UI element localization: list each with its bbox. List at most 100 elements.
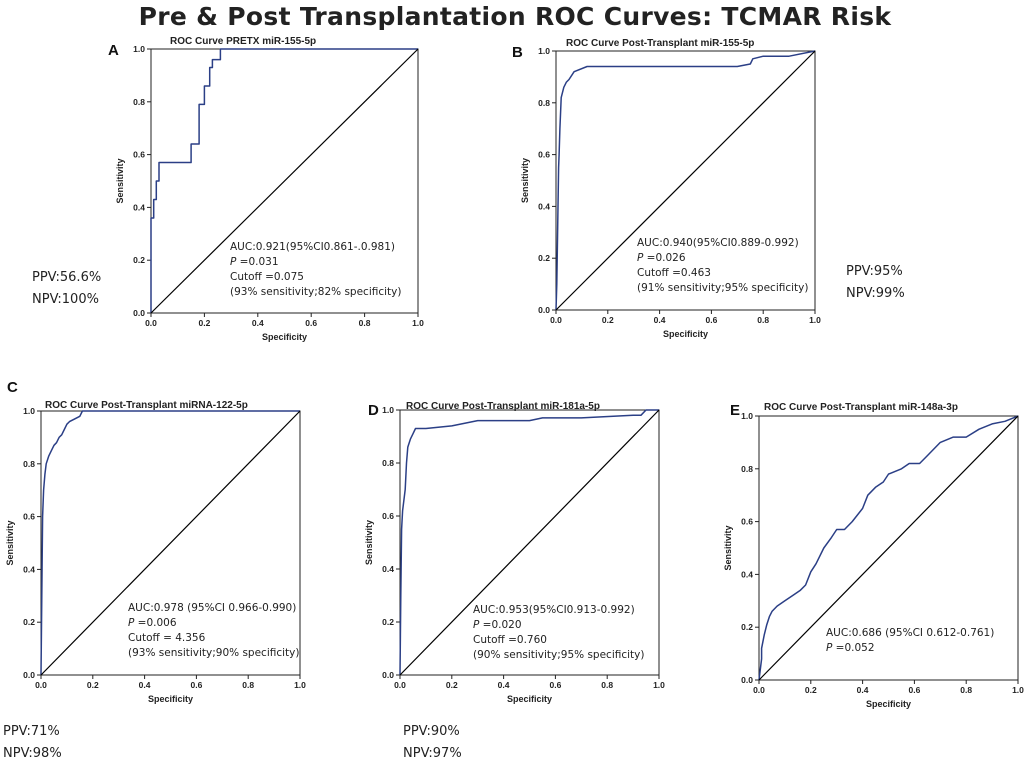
panel-b-y-tick-label: 0.6 [538,150,550,160]
panel-a-ppv: PPV:56.6% [32,270,101,285]
panel-d-ppv: PPV:90% [403,724,460,739]
panel-d-x-tick-label: 0.8 [601,680,613,690]
panel-d-roc-curve [399,409,659,676]
panel-d-y-tick-label: 0.8 [382,458,394,468]
panel-a-y-tick-label: 1.0 [133,44,145,54]
panel-a-roc-curve [150,48,418,313]
panel-c-x-tick-label: 0.4 [139,680,151,690]
panel-c-y-tick-label: 0.0 [23,670,35,680]
panel-d-y-tick-label: 0.6 [382,511,394,521]
panel-b-title: ROC Curve Post-Transplant miR-155-5p [566,38,754,49]
panel-a-annotation-line: Cutoff =0.075 [230,271,304,283]
panel-c-x-tick-label: 0.8 [242,680,254,690]
panel-e-x-tick-label: 0.8 [960,685,972,695]
panel-d-x-tick-label: 1.0 [653,680,665,690]
panel-d-x-tick-label: 0.4 [498,680,510,690]
panel-a-reference-line [150,48,419,314]
panel-e-letter: E [730,402,740,419]
panel-b-roc-curve [555,50,816,311]
panel-e-x-axis-label: Specificity [866,699,911,709]
panel-a-x-axis-label: Specificity [262,332,307,342]
panel-c-annotation-line: AUC:0.978 (95%CI 0.966-0.990) [128,602,296,614]
panel-c-x-tick-label: 0.0 [35,680,47,690]
panel-d-y-tick-label: 0.0 [382,670,394,680]
panel-d-annotation-line: AUC:0.953(95%CI0.913-0.992) [473,604,635,616]
panel-e-y-tick-label: 0.2 [741,622,753,632]
panel-a-title: ROC Curve PRETX miR-155-5p [170,36,316,47]
panel-b-letter: B [512,44,523,61]
panel-a-x-tick-label: 0.2 [198,318,210,328]
panel-b-reference-line [555,50,816,311]
panel-b-x-tick-label: 0.8 [757,315,769,325]
panel-c-annotation-line: (93% sensitivity;90% specificity) [128,647,299,659]
panel-a-annotation-line: (93% sensitivity;82% specificity) [230,286,401,298]
panel-c-annotation-line: Cutoff = 4.356 [128,632,206,644]
panel-e-x-tick-label: 0.4 [857,685,869,695]
panel-c-title: ROC Curve Post-Transplant miRNA-122-5p [45,400,248,411]
panel-c-annotation-line: P =0.006 [128,617,177,629]
panel-e-y-axis-label: Sensitivity [723,525,733,570]
panel-b-plot-frame [555,50,816,311]
panel-b-x-axis-label: Specificity [663,329,708,339]
panel-a-annotation-line: P =0.031 [230,256,279,268]
panel-b-annotation-line: (91% sensitivity;95% specificity) [637,282,808,294]
panel-a-x-tick-label: 0.4 [252,318,264,328]
panel-a-letter: A [108,42,119,59]
panel-e-y-tick-label: 0.8 [741,464,753,474]
panel-c-y-tick-label: 0.4 [23,564,35,574]
panel-a-y-axis-label: Sensitivity [115,158,125,203]
panel-d-x-tick-label: 0.6 [549,680,561,690]
panel-a-x-tick-label: 0.8 [359,318,371,328]
figure-title: Pre & Post Transplantation ROC Curves: T… [138,2,892,31]
panel-b-annotation-line: P =0.026 [637,252,686,264]
panel-e-roc-curve [758,415,1019,681]
panel-d-annotation-line: P =0.020 [473,619,522,631]
panel-a-npv: NPV:100% [32,292,99,307]
panel-d-title: ROC Curve Post-Transplant miR-181a-5p [406,401,600,412]
panel-b-y-tick-label: 1.0 [538,46,550,56]
panel-d-y-tick-label: 1.0 [382,405,394,415]
panel-d-annotation-line: Cutoff =0.760 [473,634,547,646]
panel-b-annotation-line: AUC:0.940(95%CI0.889-0.992) [637,237,799,249]
panel-a-y-tick-label: 0.8 [133,97,145,107]
panel-a-y-tick-label: 0.4 [133,202,145,212]
panel-c-npv: NPV:98% [3,746,62,760]
panel-d-plot-frame [399,409,660,676]
panel-d-annotation-line: (90% sensitivity;95% specificity) [473,649,644,661]
panel-a-y-tick-label: 0.6 [133,150,145,160]
panel-a-x-tick-label: 0.0 [145,318,157,328]
panel-b-y-tick-label: 0.4 [538,201,550,211]
panel-c-y-tick-label: 0.6 [23,512,35,522]
panel-b-y-tick-label: 0.0 [538,305,550,315]
panel-d-y-tick-label: 0.2 [382,617,394,627]
panel-c-roc-curve [40,410,300,676]
panel-c-reference-line [40,410,301,676]
panel-c-x-tick-label: 0.6 [190,680,202,690]
panel-c-y-axis-label: Sensitivity [5,520,15,565]
panel-a-y-tick-label: 0.0 [133,308,145,318]
panel-b-y-tick-label: 0.8 [538,98,550,108]
panel-e-x-tick-label: 0.0 [753,685,765,695]
panel-d-x-axis-label: Specificity [507,694,552,704]
panel-e-x-tick-label: 0.6 [908,685,920,695]
panel-b-annotation-line: Cutoff =0.463 [637,267,711,279]
panel-a-x-tick-label: 1.0 [412,318,424,328]
panel-a-annotation-line: AUC:0.921(95%CI0.861-.0.981) [230,241,395,253]
panel-e-x-tick-label: 1.0 [1012,685,1024,695]
panel-d-reference-line [399,409,660,676]
panel-b-x-tick-label: 0.6 [705,315,717,325]
panel-c-y-tick-label: 0.8 [23,459,35,469]
panel-d-x-tick-label: 0.2 [446,680,458,690]
panel-c-x-tick-label: 1.0 [294,680,306,690]
panel-b-y-axis-label: Sensitivity [520,158,530,203]
panel-b-ppv: PPV:95% [846,264,903,279]
panel-b-x-tick-label: 1.0 [809,315,821,325]
panel-b-npv: NPV:99% [846,286,905,301]
panel-e-annotation-line: P =0.052 [826,642,875,654]
panel-b-x-tick-label: 0.2 [602,315,614,325]
panel-e-y-tick-label: 1.0 [741,411,753,421]
panel-d-y-tick-label: 0.4 [382,564,394,574]
panel-d-letter: D [368,402,379,419]
panel-e-reference-line [758,415,1019,681]
